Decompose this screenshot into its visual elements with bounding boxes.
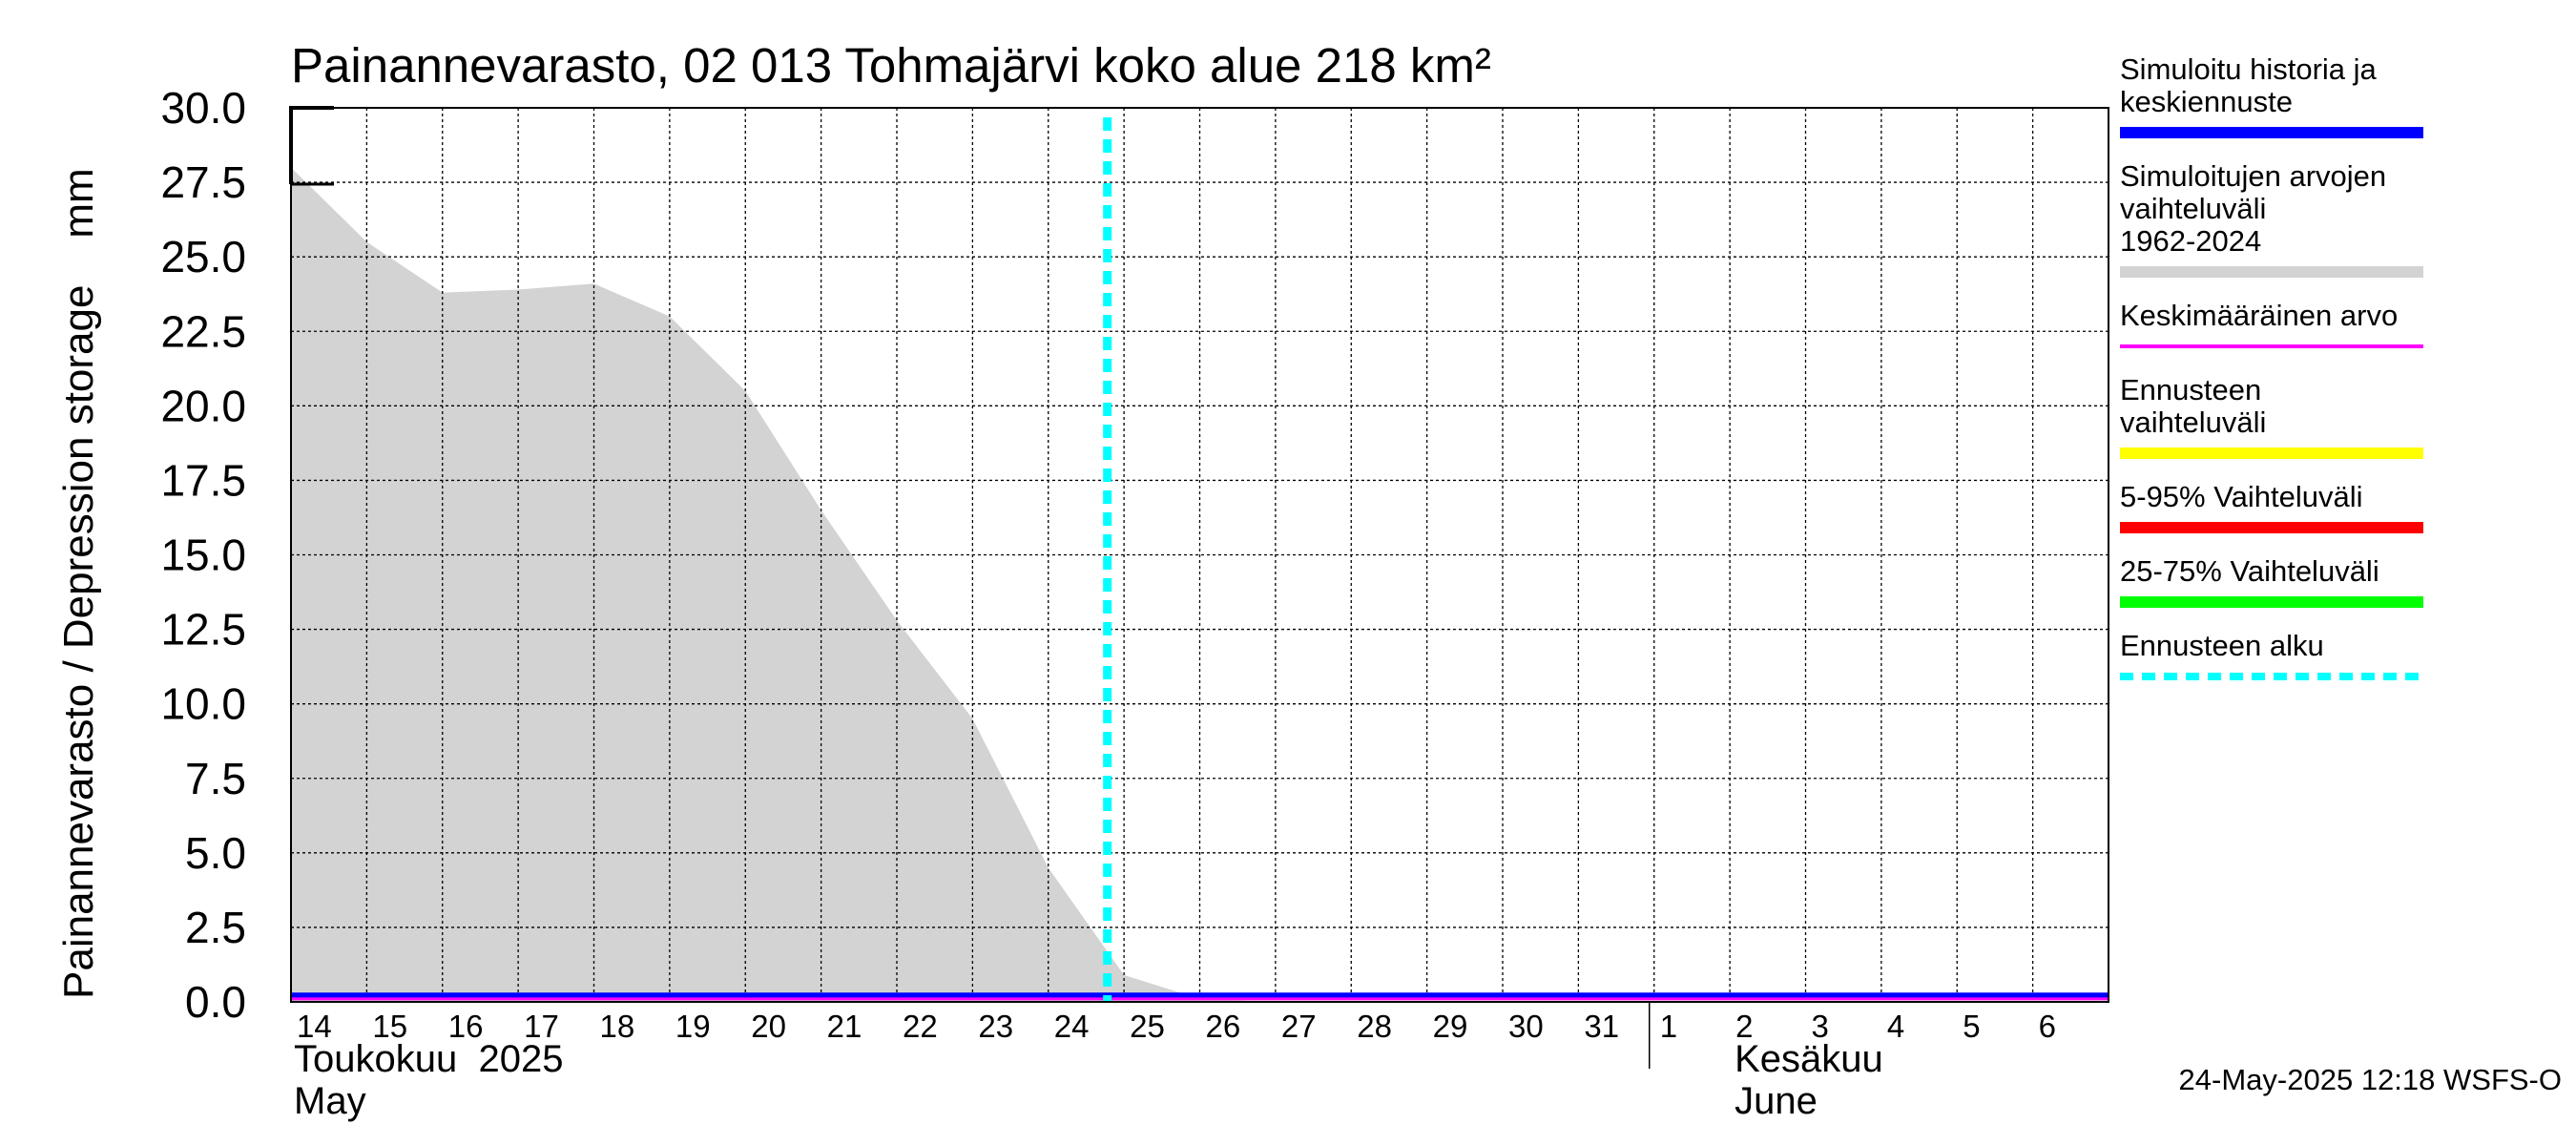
legend-label-line: vaihteluväli (2120, 192, 2266, 225)
legend-label-line: Ennusteen (2120, 373, 2261, 406)
x-tick-label: 20 (751, 1009, 786, 1044)
x-tick-label: 19 (675, 1009, 711, 1044)
legend-label: Simuloitujen arvojen vaihteluväli 1962-202… (2120, 159, 2386, 258)
y-tick-label: 7.5 (185, 754, 246, 803)
y-tick-label: 15.0 (160, 531, 246, 580)
x-tick-label: 23 (978, 1009, 1013, 1044)
plot-frame (289, 106, 2109, 1003)
y-tick-label: 25.0 (160, 232, 246, 281)
y-tick-label: 10.0 (160, 679, 246, 729)
y-tick-label: 2.5 (185, 903, 246, 952)
month-label-en: June (1735, 1080, 1818, 1122)
y-ticks: 0.0 2.5 5.0 7.5 10.0 12.5 15.0 17.5 20.0 22.5 25.0… (160, 83, 246, 1027)
legend-label-line: Keskimääräinen arvo (2120, 299, 2398, 332)
y-tick-label: 12.5 (160, 605, 246, 655)
x-tick-label: 26 (1206, 1009, 1241, 1044)
month-label-fi: Kesäkuu (1735, 1038, 1883, 1080)
x-tick-label: 16 (448, 1009, 484, 1044)
y-tick-label: 27.5 (160, 157, 246, 207)
x-tick-label: 30 (1508, 1009, 1544, 1044)
legend-label-line: 5-95% Vaihteluväli (2120, 480, 2362, 513)
legend-label-line: 25-75% Vaihteluväli (2120, 554, 2379, 588)
x-tick-label: 4 (1887, 1009, 1904, 1044)
x-tick-label: 15 (372, 1009, 407, 1044)
x-tick-label: 2 (1735, 1009, 1753, 1044)
month-label-fi: Toukokuu 2025 (294, 1038, 563, 1080)
y-tick-label: 20.0 (160, 381, 246, 430)
legend: Simuloitu historia ja keskiennusteSimuloi… (2120, 52, 2423, 680)
y-tick-label: 30.0 (160, 83, 246, 133)
legend-label: 5-95% Vaihteluväli (2120, 480, 2362, 513)
series-layer (291, 992, 2109, 1001)
y-tick-label: 17.5 (160, 455, 246, 505)
chart-title: Painannevarasto, 02 013 Tohmajärvi koko … (291, 38, 1491, 93)
range-band-layer (291, 167, 2109, 1002)
x-tick-label: 24 (1054, 1009, 1090, 1044)
legend-label: Ennusteen vaihteluväli (2120, 373, 2266, 439)
legend-label: 25-75% Vaihteluväli (2120, 554, 2379, 588)
x-tick-label: 6 (2039, 1009, 2056, 1044)
legend-label: Ennusteen alku (2120, 629, 2324, 662)
plot-border (290, 107, 2109, 1003)
range-band-area (291, 167, 2109, 1002)
x-tick-label: 3 (1812, 1009, 1829, 1044)
x-tick-label: 27 (1281, 1009, 1317, 1044)
y-tick-label: 0.0 (185, 977, 246, 1027)
legend-label: Simuloitu historia ja keskiennuste (2120, 52, 2378, 118)
y-tick-label: 22.5 (160, 306, 246, 356)
y-tick-label: 5.0 (185, 828, 246, 878)
x-tick-label: 17 (524, 1009, 559, 1044)
legend-label: Keskimääräinen arvo (2120, 299, 2398, 332)
x-tick-label: 29 (1433, 1009, 1468, 1044)
timestamp-footer: 24-May-2025 12:18 WSFS-O (2179, 1063, 2562, 1096)
legend-label-line: vaihteluväli (2120, 406, 2266, 439)
legend-label-line: Simuloitujen arvojen (2120, 159, 2386, 193)
x-tick-label: 21 (827, 1009, 862, 1044)
x-tick-label: 25 (1130, 1009, 1165, 1044)
x-tick-label: 22 (903, 1009, 938, 1044)
x-tick-label: 1 (1660, 1009, 1677, 1044)
grid (291, 108, 2109, 1002)
x-tick-label: 5 (1963, 1009, 1980, 1044)
month-label-en: May (294, 1080, 366, 1122)
x-tick-label: 31 (1584, 1009, 1619, 1044)
axis-corner-marker (289, 106, 334, 184)
legend-label-line: 1962-2024 (2120, 224, 2261, 258)
legend-label-line: keskiennuste (2120, 85, 2293, 118)
y-axis-label: Painannevarasto / Depression storage mm (55, 168, 102, 999)
x-tick-label: 18 (600, 1009, 635, 1044)
legend-label-line: Ennusteen alku (2120, 629, 2324, 662)
x-ticks: 14 15 16 17 18 19 20 21 22 23 24 25 26 27 28 29 30 31 1 2 3 4… (297, 1009, 2056, 1044)
x-tick-label: 14 (297, 1009, 332, 1044)
legend-label-line: Simuloitu historia ja (2120, 52, 2378, 86)
x-tick-label: 28 (1357, 1009, 1392, 1044)
